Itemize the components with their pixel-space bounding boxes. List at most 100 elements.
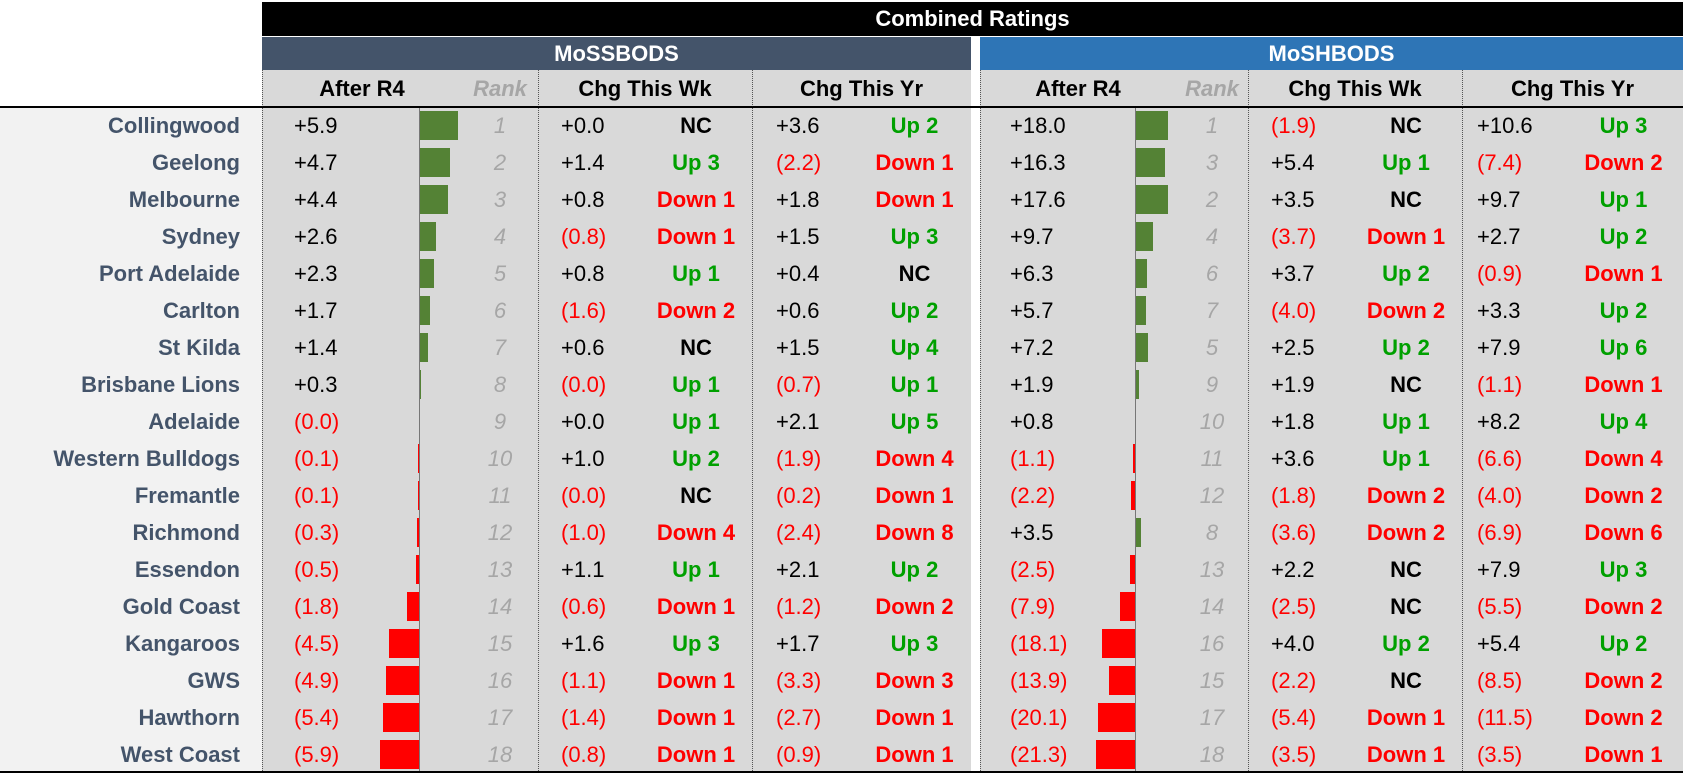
moshbods-rating-bar <box>1135 148 1166 177</box>
moshbods-rating-bar <box>1135 296 1146 325</box>
mossbods-rank: 3 <box>493 187 507 212</box>
mossbods-chg-wk-move: NC <box>680 113 712 138</box>
moshbods-chg-wk-value: +2.5 <box>1271 335 1315 360</box>
moshbods-after-value: +0.8 <box>1010 409 1054 434</box>
moshbods-rating-bar <box>1130 555 1135 584</box>
mossbods-rating-bar <box>419 148 451 177</box>
mossbods-rating-bar <box>418 481 419 510</box>
moshbods-rank: 12 <box>1199 483 1225 508</box>
moshbods-chg-yr-value: +8.2 <box>1477 409 1521 434</box>
moshbods-chg-yr-value: +7.9 <box>1477 335 1521 360</box>
mossbods-rank: 10 <box>487 446 513 471</box>
moshbods-chg-yr-move: Up 6 <box>1599 335 1648 360</box>
moshbods-chg-yr-move: Up 3 <box>1599 113 1648 138</box>
mossbods-chg-yr-value: (3.3) <box>776 668 822 693</box>
col-separator <box>538 70 539 773</box>
mossbods-rank: 12 <box>487 520 513 545</box>
mossbods-chg-wk-move: Up 1 <box>672 557 720 582</box>
mossbods-rank: 7 <box>493 335 507 360</box>
moshbods-after-value: (2.2) <box>1010 483 1056 508</box>
table-row: Fremantle (0.1) 11 (0.0) NC (0.2) Down 1 (2.2) 1… <box>0 477 1683 514</box>
moshbods-after-value: (1.1) <box>1010 446 1056 471</box>
moshbods-chg-wk-move: Up 2 <box>1382 261 1430 286</box>
mossbods-chg-yr-move: Up 3 <box>890 224 939 249</box>
table-row: Carlton +1.7 6 (1.6) Down 2 +0.6 Up 2 +5.7 7 (4.0… <box>0 292 1683 329</box>
mossbods-chg-yr-move: Up 1 <box>890 372 939 397</box>
moshbods-chg-yr-value: (3.5) <box>1477 742 1523 767</box>
mossbods-rank: 17 <box>487 705 513 730</box>
moshbods-rank: 11 <box>1200 446 1224 471</box>
team-name: St Kilda <box>158 335 240 360</box>
mossbods-chg-yr-move: Down 1 <box>875 150 954 175</box>
mossbods-after-value: +2.6 <box>294 224 338 249</box>
moshbods-rating-bar <box>1135 185 1168 214</box>
mossbods-rating-bar <box>386 666 419 695</box>
moshbods-chg-wk-move: NC <box>1390 557 1422 582</box>
team-column-background <box>0 107 262 773</box>
mossbods-chg-yr-move: Down 4 <box>875 446 954 471</box>
moshbods-chg-yr-value: (5.5) <box>1477 594 1523 619</box>
mossbods-chg-wk-value: (1.1) <box>561 668 607 693</box>
mossbods-after-value: +0.3 <box>294 372 338 397</box>
mossbods-chg-wk-value: (0.6) <box>561 594 607 619</box>
team-name: Hawthorn <box>138 705 240 730</box>
moshbods-rank: 3 <box>1205 150 1219 175</box>
mossbods-chg-wk-value: +1.0 <box>561 446 605 471</box>
moshbods-chg-yr-move: Down 2 <box>1584 594 1663 619</box>
mossbods-after-value: (0.1) <box>294 483 340 508</box>
table-row: Gold Coast (1.8) 14 (0.6) Down 1 (1.2) Down 2 (… <box>0 588 1683 625</box>
moshbods-chg-wk-value: (3.7) <box>1271 224 1317 249</box>
mossbods-chg-yr-move: Down 1 <box>875 187 954 212</box>
mossbods-chg-yr-move: Down 1 <box>875 705 954 730</box>
mossbods-rating-bar <box>417 518 419 547</box>
mossbods-rating-bar <box>379 740 419 769</box>
moshbods-rating-bar <box>1097 703 1135 732</box>
mossbods-chg-wk-value: +0.0 <box>561 113 605 138</box>
mossbods-rating-bar <box>419 296 431 325</box>
mossbods-chg-wk-move: Down 1 <box>656 224 736 249</box>
moshbods-chg-wk-value: +3.5 <box>1271 187 1315 212</box>
moshbods-rank-header: Rank <box>1185 76 1239 101</box>
moshbods-after-value: (7.9) <box>1010 594 1056 619</box>
mossbods-rating-bar <box>419 222 437 251</box>
mossbods-rating-bar <box>418 444 419 473</box>
moshbods-chg-wk-value: (3.6) <box>1271 520 1317 545</box>
moshbods-chg-wk-value: +5.4 <box>1271 150 1315 175</box>
moshbods-after-header: After R4 <box>1035 76 1121 101</box>
team-name: Fremantle <box>134 483 240 508</box>
mossbods-after-value: (4.9) <box>294 668 340 693</box>
table-row: Geelong +4.7 2 +1.4 Up 3 (2.2) Down 1 +16.3 3 +5.… <box>0 144 1683 181</box>
mossbods-chg-wk-move: Up 3 <box>672 631 720 656</box>
moshbods-rank: 5 <box>1205 335 1219 360</box>
moshbods-rating-bar <box>1130 481 1135 510</box>
moshbods-chg-yr-value: (11.5) <box>1477 705 1533 730</box>
table-row: West Coast (5.9) 18 (0.8) Down 1 (0.9) Down 1 (… <box>0 736 1683 773</box>
moshbods-chg-yr-move: Down 6 <box>1584 520 1663 545</box>
combined-ratings-header: Combined Ratings <box>262 2 1683 36</box>
moshbods-after-value: (21.3) <box>1010 742 1068 767</box>
team-name: Geelong <box>151 150 240 175</box>
mossbods-chg-yr-move: Up 5 <box>890 409 939 434</box>
mossbods-chg-yr-value: +1.8 <box>776 187 820 212</box>
moshbods-chg-wk-move: Down 2 <box>1366 520 1446 545</box>
mossbods-chg-yr-value: +1.5 <box>776 335 820 360</box>
mossbods-chg-yr-value: (2.2) <box>776 150 822 175</box>
mossbods-chg-wk-value: +0.6 <box>561 335 605 360</box>
table-row: Kangaroos (4.5) 15 +1.6 Up 3 +1.7 Up 3 (18.1) 16… <box>0 625 1683 662</box>
moshbods-chg-yr-move: Down 1 <box>1584 742 1663 767</box>
moshbods-chg-wk-value: (3.5) <box>1271 742 1317 767</box>
col-separator <box>980 70 981 773</box>
table-row: Port Adelaide +2.3 5 +0.8 Up 1 +0.4 NC +6.3 6 +3.… <box>0 255 1683 292</box>
moshbods-rating-bar <box>1120 592 1135 621</box>
moshbods-rank: 13 <box>1199 557 1225 582</box>
mossbods-rank-header: Rank <box>473 76 527 101</box>
mossbods-chg-wk-move: Down 1 <box>656 742 736 767</box>
mossbods-after-value: (0.0) <box>294 409 340 434</box>
moshbods-rank: 10 <box>1199 409 1225 434</box>
mossbods-chg-yr-move: NC <box>898 261 931 286</box>
moshbods-rank: 14 <box>1199 594 1225 619</box>
moshbods-header: MoSHBODS <box>980 37 1683 70</box>
moshbods-after-value: +7.2 <box>1010 335 1054 360</box>
moshbods-chg-yr-value: +2.7 <box>1477 224 1521 249</box>
mossbods-chg-yr-value: +0.4 <box>776 261 820 286</box>
